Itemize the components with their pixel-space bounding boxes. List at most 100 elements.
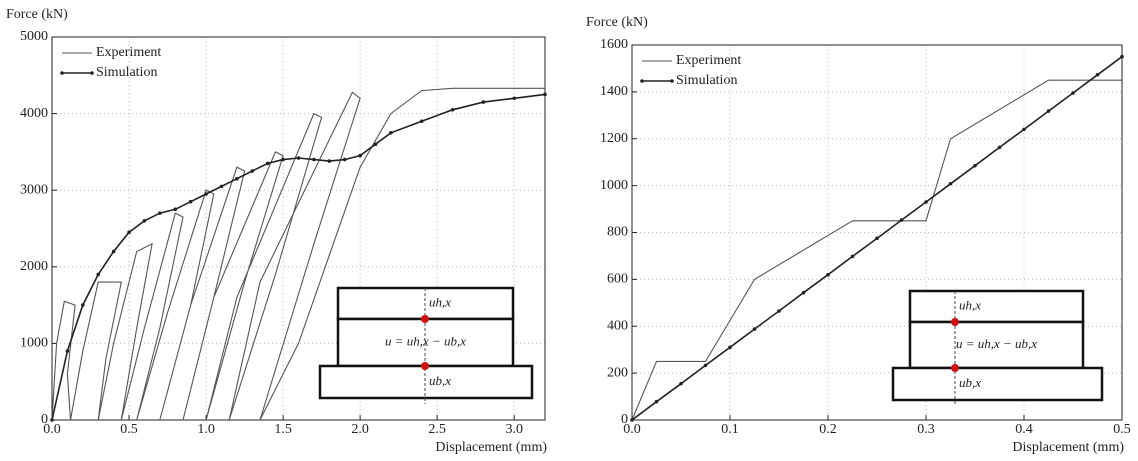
series-marker (1120, 54, 1124, 59)
series-marker (924, 200, 928, 204)
series-marker (219, 184, 224, 189)
diagram-point (421, 315, 429, 323)
legend-label: Experiment (96, 45, 161, 60)
series-marker (327, 159, 332, 163)
series-marker (188, 199, 193, 204)
series-marker (1071, 91, 1075, 95)
plot-frame (51, 36, 546, 421)
y-tick-label: 1000 (600, 178, 628, 193)
series-marker (850, 254, 855, 259)
series-marker (265, 161, 270, 166)
series-marker (81, 303, 85, 307)
x-tick-label: 0.0 (623, 422, 641, 437)
x-tick-label: 0.1 (721, 422, 739, 437)
x-tick-label: 2.5 (428, 422, 446, 437)
series-marker (997, 145, 1002, 150)
y-tick-label: 5000 (20, 29, 48, 44)
y-tick-label: 800 (607, 225, 628, 240)
legend-label: Simulation (676, 73, 737, 88)
series-marker (1022, 127, 1026, 132)
annotation: ub,x (959, 375, 981, 390)
series-marker (342, 157, 347, 162)
series-marker (948, 181, 953, 186)
series-line (51, 93, 546, 421)
series-marker (777, 309, 781, 313)
x-tick-label: 0.4 (1015, 422, 1033, 437)
x-tick-label: 0.2 (819, 422, 837, 437)
legend-marker (60, 71, 64, 75)
series-marker (875, 236, 879, 241)
series-line (51, 87, 545, 421)
diagram-point (951, 364, 959, 372)
y-tick-label: 1000 (20, 336, 48, 351)
series-marker (204, 192, 208, 196)
y-tick-label: 400 (607, 318, 628, 333)
series-marker (543, 92, 547, 97)
series-marker (296, 156, 301, 160)
plot-frame (631, 44, 1123, 421)
series-marker (450, 107, 455, 112)
series-marker (728, 345, 732, 350)
x-tick-label: 0.5 (120, 422, 138, 437)
series-marker (1095, 72, 1100, 77)
series-marker (481, 100, 486, 104)
legend-marker (90, 71, 94, 75)
y-tick-label: 4000 (20, 106, 48, 121)
series-marker (250, 169, 255, 173)
series-marker (826, 272, 830, 277)
x-tick-label: 1.5 (274, 422, 292, 437)
annotation: u = uh,x − ub,x (956, 336, 1037, 351)
series-marker (158, 211, 162, 215)
y-axis-label: Force (kN) (6, 7, 68, 22)
series-marker (373, 142, 378, 147)
x-axis-label: Displacement (mm) (435, 440, 547, 455)
x-tick-label: 3.0 (505, 422, 523, 437)
legend-marker (640, 79, 644, 83)
annotation: uh,x (959, 297, 981, 312)
annotation: ub,x (429, 373, 451, 388)
y-tick-label: 2000 (20, 259, 48, 274)
x-tick-label: 0.5 (1113, 422, 1131, 437)
y-tick-label: 3000 (20, 182, 48, 197)
x-tick-label: 2.0 (351, 422, 369, 437)
diagram-block (908, 289, 1085, 324)
series-marker (973, 163, 977, 168)
series-marker (312, 157, 316, 162)
legend-label: Simulation (96, 65, 157, 80)
diagram-block (908, 320, 1085, 370)
y-tick-label: 1200 (600, 131, 628, 146)
series-marker (899, 218, 904, 222)
series-marker (96, 272, 101, 277)
series-marker (358, 153, 362, 158)
x-tick-label: 0.3 (917, 422, 935, 437)
series-marker (111, 249, 116, 254)
series-marker (630, 418, 634, 422)
series-marker (801, 290, 806, 295)
series-marker (142, 219, 147, 223)
series-marker (703, 363, 708, 368)
y-tick-label: 600 (607, 272, 628, 287)
series-marker (281, 157, 285, 162)
legend-label: Experiment (676, 53, 741, 68)
y-tick-label: 0 (41, 412, 48, 427)
series-marker (173, 207, 178, 212)
diagram-block (891, 366, 1104, 402)
y-tick-label: 1600 (600, 37, 628, 52)
x-axis-label: Displacement (mm) (1012, 440, 1124, 455)
series-marker (50, 418, 54, 422)
diagram-point (421, 362, 429, 370)
y-axis-label: Force (kN) (586, 15, 648, 30)
series-marker (389, 130, 393, 135)
series-marker (679, 381, 683, 386)
series-marker (654, 399, 659, 404)
diagram-point (951, 318, 959, 326)
series-marker (235, 176, 239, 181)
series-marker (752, 327, 757, 331)
x-tick-label: 1.0 (197, 422, 215, 437)
series-marker (1046, 109, 1051, 113)
annotation: uh,x (429, 294, 451, 309)
diagram-block (318, 364, 534, 400)
annotation: u = uh,x − ub,x (385, 333, 466, 348)
series-marker (65, 349, 70, 353)
